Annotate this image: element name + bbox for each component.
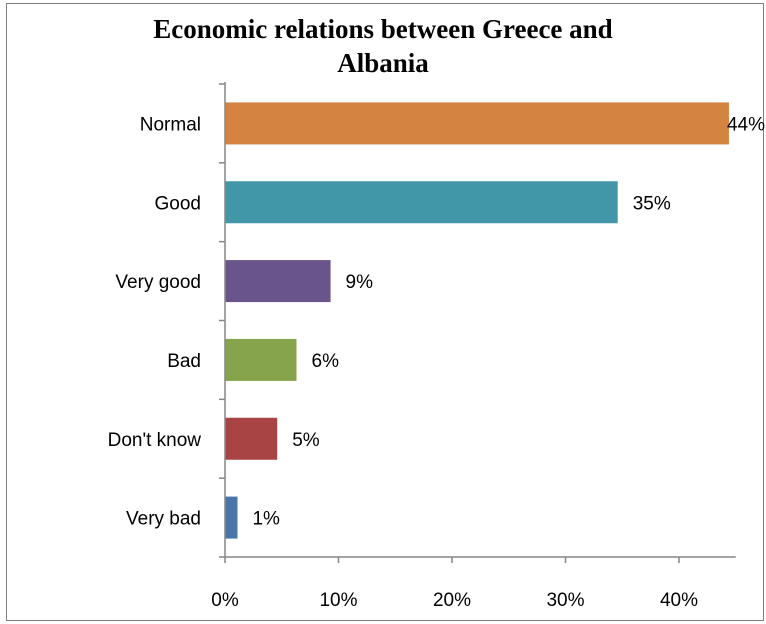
chart-title-line-1: Economic relations between Greece and xyxy=(153,14,613,44)
x-tick-label-40: 40% xyxy=(660,590,698,611)
bar-good xyxy=(225,181,618,224)
x-tick-label-0: 0% xyxy=(211,590,239,611)
x-tick-label-30: 30% xyxy=(546,590,584,611)
bar-very-bad xyxy=(225,496,238,539)
axes-layer xyxy=(219,82,736,563)
data-label-bad: 6% xyxy=(312,351,340,372)
x-tick-label-20: 20% xyxy=(433,590,471,611)
category-label-good: Good xyxy=(155,193,201,214)
chart-title: Economic relations between Greece and Al… xyxy=(0,12,766,80)
data-label-don-t-know: 5% xyxy=(292,430,320,451)
category-label-bad: Bad xyxy=(167,351,201,372)
category-label-very-bad: Very bad xyxy=(126,509,201,530)
bars-layer xyxy=(225,102,729,539)
bar-bad xyxy=(225,338,297,381)
x-tick-label-10: 10% xyxy=(319,590,357,611)
labels-layer: Normal 44% Good 35% Very good 9% Bad 6% Don't kn… xyxy=(108,114,765,611)
bar-don-t-know xyxy=(225,417,278,460)
chart-title-line-2: Albania xyxy=(337,48,429,78)
data-label-very-bad: 1% xyxy=(252,509,280,530)
data-label-good: 35% xyxy=(633,193,671,214)
category-label-don-t-know: Don't know xyxy=(108,430,202,451)
data-label-normal: 44% xyxy=(727,114,765,135)
category-label-very-good: Very good xyxy=(115,272,201,293)
bar-normal xyxy=(225,102,729,145)
category-label-normal: Normal xyxy=(140,114,201,135)
data-label-very-good: 9% xyxy=(346,272,374,293)
bar-very-good xyxy=(225,260,331,303)
